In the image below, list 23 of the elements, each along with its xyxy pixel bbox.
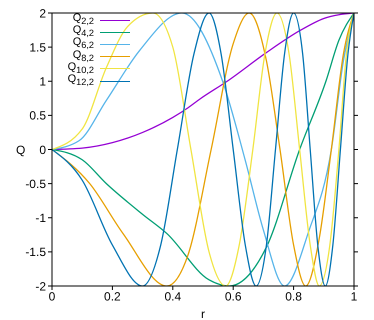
y-tick-label: 0 bbox=[39, 142, 46, 157]
x-tick-label: 1 bbox=[350, 290, 358, 304]
legend-label: Q$_{6,2}$ bbox=[72, 36, 94, 51]
y-tick-label: -1.5 bbox=[25, 245, 46, 260]
y-tick-label: 0.5 bbox=[29, 108, 46, 123]
legend-label: Q$_{4,2}$ bbox=[72, 24, 94, 38]
x-tick-label: 0.4 bbox=[164, 290, 182, 304]
legend-label: Q$_{8,2}$ bbox=[72, 48, 94, 63]
legend-label: Q$_{12,2}$ bbox=[66, 72, 94, 88]
y-tick-label: 2 bbox=[39, 6, 46, 20]
y-tick-label: -0.5 bbox=[25, 176, 46, 191]
x-tick-label: 0.8 bbox=[285, 290, 302, 304]
y-tick-label: 1.5 bbox=[29, 40, 46, 54]
y-tick-label: -2 bbox=[35, 279, 46, 294]
x-tick-label: 0 bbox=[48, 290, 56, 304]
y-tick-label: 1 bbox=[39, 74, 46, 89]
legend-label: Q$_{2,2}$ bbox=[72, 12, 94, 26]
x-tick-label: 0.6 bbox=[224, 290, 242, 304]
y-axis-title: Q bbox=[16, 142, 26, 157]
y-tick-label: -1 bbox=[35, 211, 46, 226]
x-axis-title: r bbox=[201, 307, 205, 320]
x-tick-label: 0.2 bbox=[104, 290, 122, 304]
legend-label: Q$_{10,2}$ bbox=[68, 60, 94, 75]
